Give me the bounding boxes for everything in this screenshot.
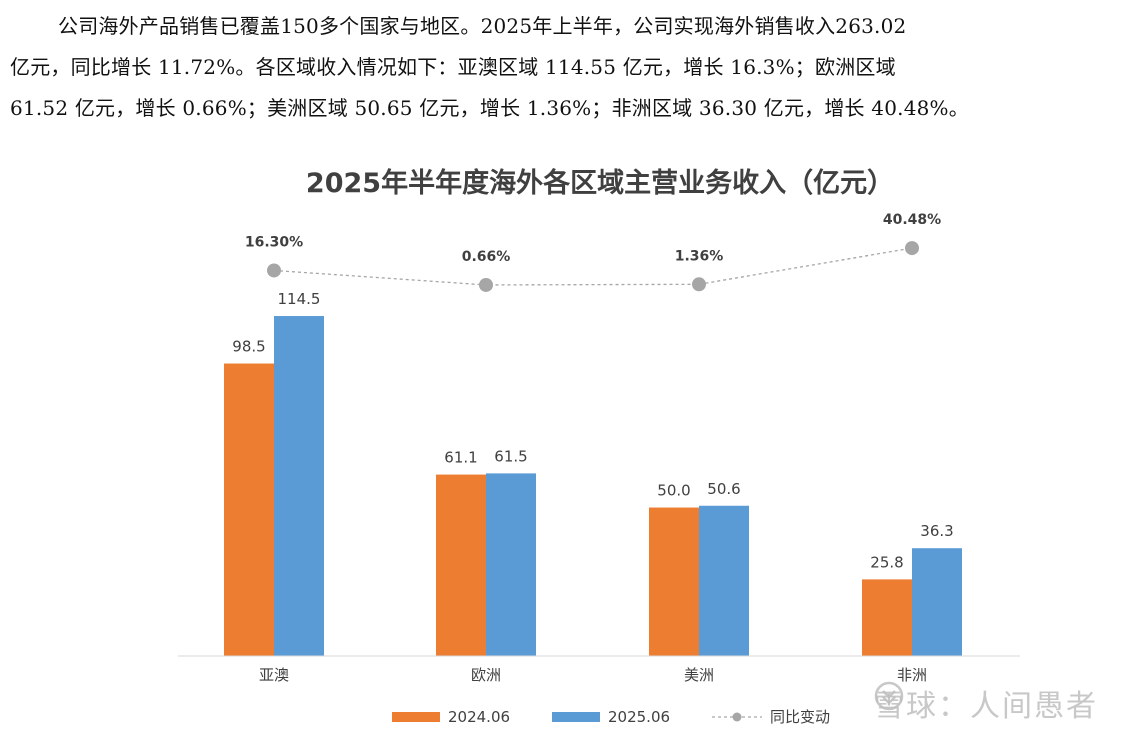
legend-swatch-2024.06 — [392, 712, 440, 722]
legend-swatch-2025.06 — [552, 712, 600, 722]
value-label-2024.06-欧洲: 61.1 — [444, 449, 477, 467]
bar-2024.06-亚澳 — [224, 363, 274, 656]
value-label-2025.06-欧洲: 61.5 — [494, 447, 527, 465]
category-label-美洲: 美洲 — [684, 666, 714, 684]
growth-label-非洲: 40.48% — [883, 212, 941, 228]
intro-paragraph: 公司海外产品销售已覆盖150多个国家与地区。2025年上半年，公司实现海外销售收… — [10, 6, 1120, 129]
intro-line-2: 亿元，同比增长 11.72%。各区域收入情况如下：亚澳区域 114.55 亿元，… — [10, 55, 896, 79]
bar-2025.06-亚澳 — [274, 316, 324, 656]
value-label-2024.06-亚澳: 98.5 — [232, 338, 265, 356]
intro-line-3: 61.52 亿元，增长 0.66%；美洲区域 50.65 亿元，增长 1.36%… — [10, 96, 969, 120]
bar-2025.06-非洲 — [912, 548, 962, 656]
chart-title: 2025年半年度海外各区域主营业务收入（亿元） — [306, 167, 894, 199]
bar-2025.06-欧洲 — [486, 473, 536, 656]
value-label-2024.06-美洲: 50.0 — [657, 482, 690, 500]
snowball-logo-icon — [874, 681, 904, 711]
growth-label-亚澳: 16.30% — [245, 234, 303, 250]
intro-line-1: 公司海外产品销售已覆盖150多个国家与地区。2025年上半年，公司实现海外销售收… — [58, 14, 907, 38]
growth-line — [273, 247, 913, 286]
watermark-text: 雪球：人间愚者 — [874, 689, 1098, 724]
growth-point-亚澳 — [267, 263, 281, 278]
growth-point-欧洲 — [479, 277, 493, 292]
watermark: 雪球：人间愚者 — [874, 681, 1098, 725]
chart-canvas: 2025年半年度海外各区域主营业务收入（亿元） 16.30% 0.66% 1.36%… — [178, 167, 1020, 726]
bars-layer: 98.5 114.5 61.1 61.5 50.0 50.6 25.8 36.3 — [224, 290, 962, 656]
category-label-欧洲: 欧洲 — [471, 666, 501, 684]
legend: 2024.06 2025.06 同比变动 — [392, 708, 830, 726]
growth-point-非洲 — [905, 241, 919, 256]
bar-2024.06-美洲 — [649, 507, 699, 656]
legend-label-2025.06: 2025.06 — [608, 708, 670, 726]
bar-2025.06-美洲 — [699, 505, 749, 656]
growth-label-美洲: 1.36% — [675, 248, 724, 264]
legend-label-同比变动: 同比变动 — [770, 708, 830, 726]
revenue-chart: 2025年半年度海外各区域主营业务收入（亿元） 16.30% 0.66% 1.36%… — [0, 150, 1128, 739]
legend-swatch-dot — [732, 712, 742, 722]
growth-line-layer: 16.30% 0.66% 1.36% 40.48% — [245, 212, 941, 292]
growth-point-美洲 — [692, 277, 706, 292]
category-label-非洲: 非洲 — [897, 666, 927, 684]
bar-2024.06-欧洲 — [436, 474, 486, 656]
legend-label-2024.06: 2024.06 — [448, 708, 510, 726]
bar-2024.06-非洲 — [862, 579, 912, 656]
category-label-亚澳: 亚澳 — [259, 666, 289, 684]
value-label-2025.06-非洲: 36.3 — [920, 522, 953, 540]
value-label-2025.06-亚澳: 114.5 — [278, 290, 321, 308]
value-label-2024.06-非洲: 25.8 — [870, 553, 903, 571]
category-labels: 亚澳 欧洲 美洲 非洲 — [259, 666, 927, 684]
value-label-2025.06-美洲: 50.6 — [707, 480, 740, 498]
growth-label-欧洲: 0.66% — [462, 249, 511, 265]
